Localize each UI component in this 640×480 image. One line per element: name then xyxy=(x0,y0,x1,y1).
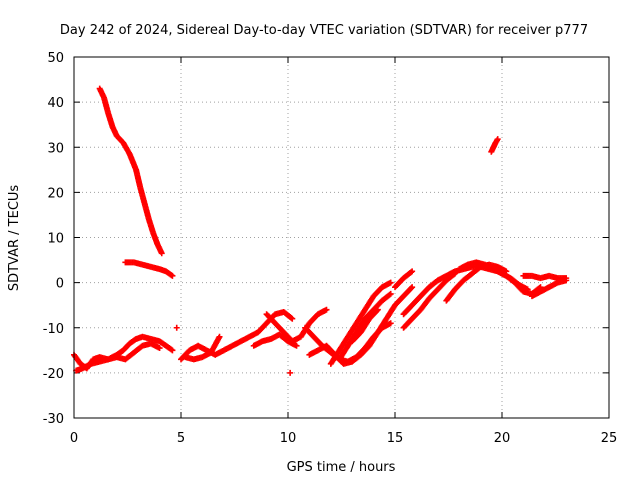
y-tick-label: 10 xyxy=(47,232,64,247)
axis-ticks: 0 5 10 15 20 25 -30 -20 -10 0 10 20 30 40 50 xyxy=(43,51,618,446)
series-s21 xyxy=(488,136,501,155)
data-point xyxy=(408,285,415,292)
y-tick-label: 20 xyxy=(47,186,64,201)
data-point xyxy=(387,320,394,327)
x-tick-label: 25 xyxy=(601,431,618,446)
data-point xyxy=(173,324,180,331)
series-s11 xyxy=(327,279,394,367)
series-s13 xyxy=(349,306,381,345)
x-axis-label: GPS time / hours xyxy=(287,460,396,475)
data-point xyxy=(169,347,176,354)
data-point xyxy=(156,345,163,352)
x-tick-label: 5 xyxy=(177,431,185,446)
y-tick-label: 50 xyxy=(47,51,64,66)
data-point xyxy=(293,342,300,349)
x-tick-label: 15 xyxy=(387,431,404,446)
data-point xyxy=(386,291,393,298)
data-point xyxy=(373,307,380,314)
series-s20 xyxy=(528,277,570,300)
series-s4 xyxy=(73,340,163,374)
y-axis-label: SDTVAR / TECUs xyxy=(7,185,22,292)
y-tick-label: 30 xyxy=(47,141,64,156)
data-point xyxy=(289,315,296,322)
data-point xyxy=(563,277,570,284)
y-tick-label: 0 xyxy=(56,277,64,292)
series-s2 xyxy=(122,259,176,279)
data-point xyxy=(494,136,501,143)
y-tick-label: -30 xyxy=(43,412,64,427)
data-point xyxy=(216,333,223,340)
data-point xyxy=(409,268,416,275)
series-s17 xyxy=(443,261,510,304)
data-point xyxy=(169,272,176,279)
series-s1 xyxy=(96,85,165,257)
x-tick-label: 10 xyxy=(280,431,297,446)
series-s14 xyxy=(392,268,416,291)
plot-frame xyxy=(73,56,610,419)
y-tick-label: -20 xyxy=(43,367,64,382)
data-points xyxy=(71,85,570,376)
data-point xyxy=(450,271,457,278)
chart-title: Day 242 of 2024, Sidereal Day-to-day VTE… xyxy=(60,23,588,38)
series-s22 xyxy=(173,324,294,376)
x-tick-label: 0 xyxy=(70,431,78,446)
data-point xyxy=(374,306,381,313)
data-point xyxy=(408,269,415,276)
x-tick-label: 20 xyxy=(494,431,511,446)
data-point xyxy=(288,314,295,321)
data-point xyxy=(524,286,531,293)
y-tick-label: -10 xyxy=(43,322,64,337)
data-point xyxy=(451,270,458,277)
series-s8 xyxy=(263,306,330,345)
data-point xyxy=(387,290,394,297)
data-point xyxy=(387,279,394,286)
data-point xyxy=(158,250,165,257)
series-s5 xyxy=(178,308,296,363)
series-s18 xyxy=(456,259,531,293)
data-point xyxy=(409,284,416,291)
y-tick-label: 40 xyxy=(47,96,64,111)
series-s6 xyxy=(182,333,223,363)
series-s16 xyxy=(400,270,458,331)
data-point xyxy=(323,306,330,313)
data-point xyxy=(287,369,294,376)
